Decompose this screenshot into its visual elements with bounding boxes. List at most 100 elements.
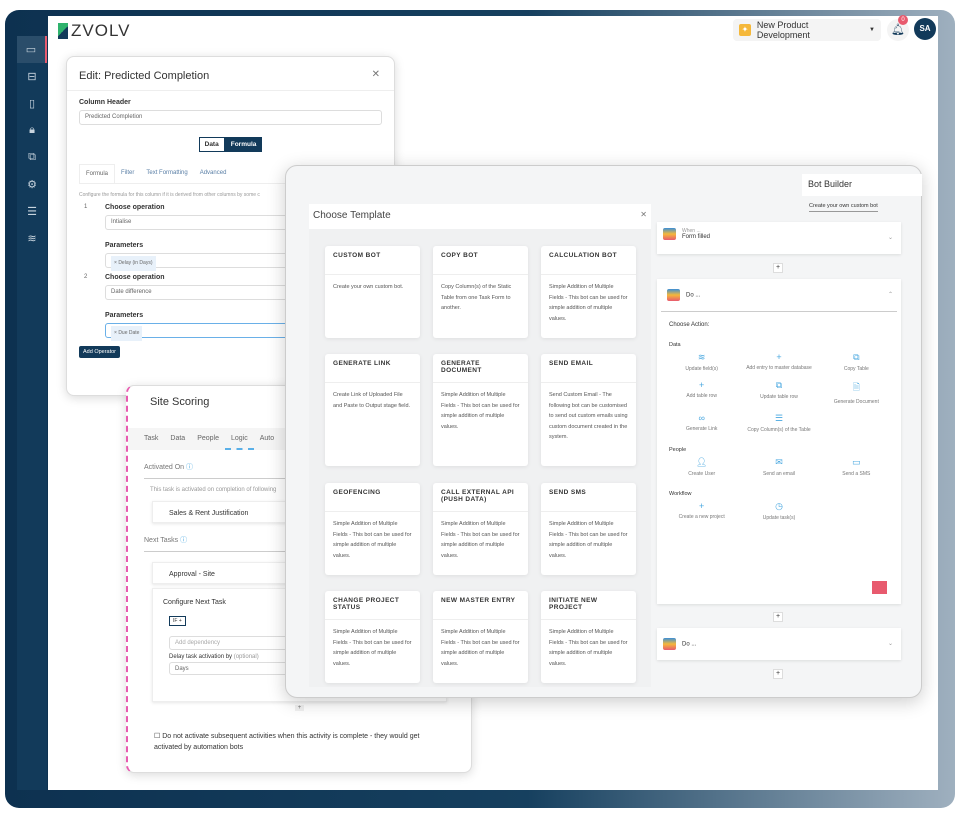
template-card[interactable]: SEND SMS Simple Addition of Multiple Fiel… — [541, 483, 636, 575]
template-card-title: GENERATE LINK — [325, 354, 420, 383]
action-item[interactable]: ⧉ Update table row — [740, 380, 817, 405]
add-task-button[interactable]: + — [294, 705, 305, 711]
tab-logic[interactable]: Logic — [225, 428, 254, 450]
parameter-chip[interactable]: × Delay (in Days) — [111, 256, 156, 271]
copy-icon[interactable]: ⧉ — [28, 151, 36, 163]
create-custom-bot-link[interactable]: Create your own custom bot — [809, 203, 878, 212]
tab-data[interactable]: Data — [170, 435, 186, 442]
tab-advanced[interactable]: Advanced — [199, 170, 227, 176]
action-label: Create User — [688, 471, 716, 477]
toggle-data[interactable]: Data — [198, 137, 225, 152]
template-card[interactable]: CHANGE PROJECT STATUS Simple Addition of … — [325, 591, 420, 683]
parameters-label: Parameters — [105, 242, 144, 249]
action-item[interactable]: ∞ Generate Link — [663, 413, 740, 433]
chevron-up-icon[interactable]: ⌃ — [887, 292, 893, 298]
template-card-description: Simple Addition of Multiple Fields - Thi… — [549, 284, 628, 322]
toggle-formula[interactable]: Formula — [224, 137, 263, 152]
chevron-down-icon[interactable]: ⌄ — [887, 235, 893, 241]
parameter-chip[interactable]: × Due Date — [111, 326, 143, 341]
choose-operation-label: Choose operation — [105, 274, 165, 281]
no-activate-checkbox[interactable]: ☐ Do not activate subsequent activities … — [154, 733, 420, 751]
action-group-label: Workflow — [669, 491, 692, 497]
action-item[interactable]: ◷ Update task(s) — [740, 501, 817, 521]
add-step-button[interactable]: + — [773, 263, 783, 273]
action-label: Copy Table — [843, 366, 869, 372]
if-button[interactable]: IF + — [169, 616, 186, 626]
project-selector[interactable]: ✦ New Product Development ▼ — [733, 19, 881, 41]
do-block[interactable]: Do ... ⌄ — [657, 628, 901, 660]
template-card[interactable]: GENERATE LINK Create Link of Uploaded Fil… — [325, 354, 420, 466]
operation-number: 1 — [84, 204, 88, 210]
tab-task[interactable]: Task — [144, 435, 159, 442]
avatar[interactable]: SA — [914, 18, 936, 40]
template-card-description: Send Custom Email - The following bot ca… — [549, 392, 628, 440]
bulb-icon: ✦ — [739, 24, 751, 36]
template-card[interactable]: COPY BOT Copy Column(s) of the Static Tab… — [433, 246, 528, 338]
template-card-description: Create your own custom bot. — [333, 284, 404, 290]
info-icon[interactable]: ⓘ — [186, 464, 194, 471]
action-item[interactable]: + Add table row — [663, 380, 740, 405]
action-item[interactable]: ✉ Send an email — [740, 457, 817, 477]
clipboard-icon[interactable]: ▯ — [28, 98, 36, 110]
template-card[interactable]: CUSTOM BOT Create your own custom bot. — [325, 246, 420, 338]
tab-filter[interactable]: Filter — [121, 170, 135, 176]
template-card-title: CUSTOM BOT — [325, 246, 420, 275]
close-icon[interactable]: ✕ — [371, 69, 380, 80]
action-icon: ▭ — [852, 457, 861, 467]
logo: ZVOLV — [58, 21, 130, 41]
action-item[interactable]: + Create a new project — [663, 501, 740, 521]
chip-label: Due Date — [118, 330, 140, 336]
gear-icon[interactable]: ⚙ — [27, 179, 37, 191]
do-block-expanded: Do ... ⌃ Choose Action: Data ≋ Update fiel… — [657, 279, 901, 604]
template-card-title: NEW MASTER ENTRY — [433, 591, 528, 620]
action-label: Generate Link — [685, 426, 718, 432]
layout-icon[interactable]: ▭ — [17, 36, 47, 63]
operation-number: 2 — [84, 274, 88, 280]
action-item[interactable]: + Add entry to master database — [740, 352, 817, 372]
template-card[interactable]: NEW MASTER ENTRY Simple Addition of Multi… — [433, 591, 528, 683]
template-card[interactable]: INITIATE NEW PROJECT Simple Addition of M… — [541, 591, 636, 683]
when-block[interactable]: When ... Form filled ⌄ — [657, 222, 901, 254]
delete-button[interactable] — [872, 581, 887, 594]
tab-people[interactable]: People — [197, 435, 219, 442]
tab-text-formatting[interactable]: Text Formatting — [146, 170, 188, 176]
layers-icon[interactable]: ≋ — [27, 233, 37, 245]
template-card[interactable]: CALL EXTERNAL API (PUSH DATA) Simple Addi… — [433, 483, 528, 575]
inbox-icon[interactable]: ⊟ — [27, 71, 37, 83]
optional-label: (optional) — [233, 654, 259, 660]
column-header-label: Column Header — [79, 99, 131, 106]
logo-mark — [58, 23, 68, 39]
edit-tabs: Formula Filter Text Formatting Advanced — [79, 164, 382, 184]
add-step-button[interactable]: + — [773, 612, 783, 622]
template-card[interactable]: CALCULATION BOT Simple Addition of Multip… — [541, 246, 636, 338]
action-item[interactable]: ☰ Copy Column(s) of the Table — [740, 413, 817, 433]
action-item[interactable]: ≋ Update field(s) — [663, 352, 740, 372]
action-icon: + — [699, 501, 705, 511]
template-card-title: GENERATE DOCUMENT — [433, 354, 528, 383]
column-header-input[interactable]: Predicted Completion — [79, 110, 382, 125]
action-item[interactable]: 🗎︎ Generate Document — [818, 380, 895, 405]
chevron-down-icon[interactable]: ⌄ — [887, 641, 893, 647]
template-card[interactable]: GENERATE DOCUMENT Simple Addition of Mult… — [433, 354, 528, 466]
template-card-description: Copy Column(s) of the Static Table from … — [441, 284, 512, 311]
add-operator-button[interactable]: Add Operator — [79, 346, 121, 358]
template-card-description: Simple Addition of Multiple Fields - Thi… — [333, 521, 412, 559]
template-card-description: Simple Addition of Multiple Fields - Thi… — [441, 392, 520, 430]
action-icon: ≋ — [697, 352, 706, 362]
tab-formula[interactable]: Formula — [79, 164, 116, 183]
formula-hint: Configure the formula for this column if… — [79, 192, 260, 198]
action-item[interactable]: ⧉ Copy Table — [818, 352, 895, 372]
action-label: Send a SMS — [842, 471, 871, 477]
action-item[interactable]: 👤︎ Create User — [663, 457, 740, 477]
add-step-button[interactable]: + — [773, 669, 783, 679]
close-icon[interactable]: ✕ — [640, 210, 647, 219]
template-card-title: GEOFENCING — [325, 483, 420, 512]
server-icon[interactable]: ☰ — [27, 206, 37, 218]
template-card[interactable]: SEND EMAIL Send Custom Email - The follow… — [541, 354, 636, 466]
lock-icon[interactable]: 🔒︎ — [29, 124, 35, 136]
action-item[interactable]: ▭ Send a SMS — [818, 457, 895, 477]
template-card[interactable]: GEOFENCING Simple Addition of Multiple Fi… — [325, 483, 420, 575]
choose-template-title: Choose Template ✕ — [309, 204, 651, 229]
tab-automation[interactable]: Auto — [259, 435, 275, 442]
info-icon[interactable]: ⓘ — [180, 537, 188, 544]
